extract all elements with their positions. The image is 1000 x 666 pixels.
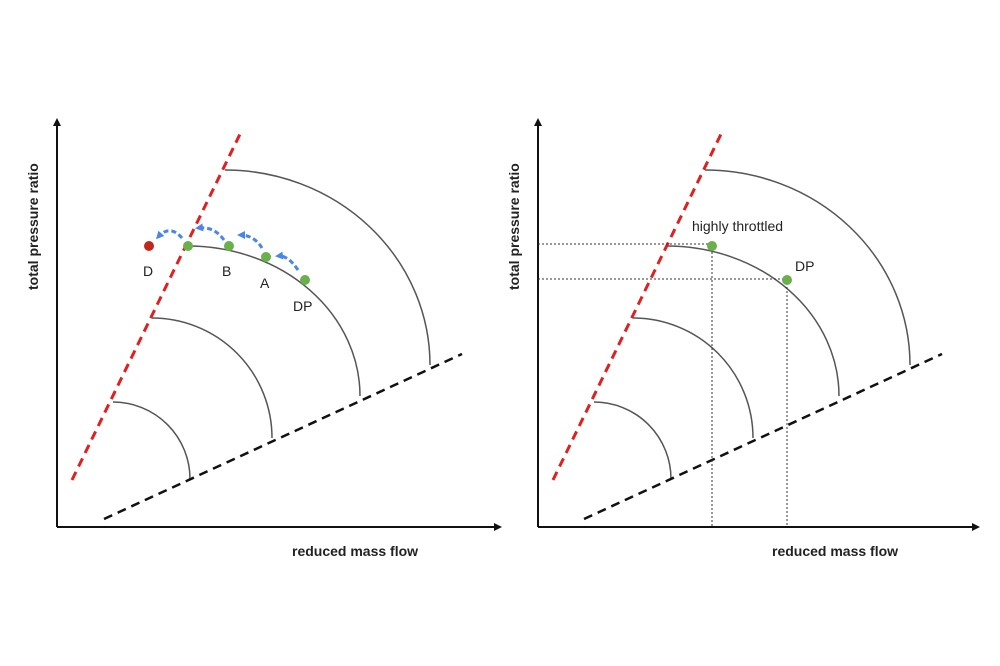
right-label-highly-throttled: highly throttled <box>692 218 783 234</box>
left-surge-line <box>70 129 244 481</box>
right-point-highly-throttled <box>707 241 717 251</box>
left-arrow-surge-to-d <box>155 229 184 240</box>
left-point-surge-intersection <box>183 241 193 251</box>
left-point-d <box>144 241 154 251</box>
left-label-a: A <box>260 275 270 291</box>
left-label-dp: DP <box>293 298 312 314</box>
left-arrow-b-to-surge <box>195 223 226 241</box>
left-label-b: B <box>222 263 231 279</box>
right-speed-line-1 <box>593 401 672 480</box>
left-point-a <box>261 252 271 262</box>
left-panel: D B A DP reduced mass flow total pressur… <box>25 118 502 559</box>
left-label-d: D <box>143 263 153 279</box>
left-y-axis-label: total pressure ratio <box>25 163 41 290</box>
left-arrow-dp-to-a <box>275 251 300 271</box>
right-panel: highly throttled DP reduced mass flow to… <box>506 118 980 559</box>
right-point-dp <box>782 275 792 285</box>
right-speed-line-3 <box>666 245 840 397</box>
left-speed-line-3 <box>187 245 361 397</box>
right-choke-line <box>583 352 943 521</box>
left-point-dp <box>300 275 310 285</box>
right-surge-line <box>551 129 725 481</box>
left-speed-line-2 <box>151 317 273 439</box>
left-arrow-a-to-b <box>237 231 264 249</box>
left-speed-line-1 <box>112 401 191 480</box>
left-x-axis-label: reduced mass flow <box>292 543 418 559</box>
left-choke-line <box>103 352 463 521</box>
left-speed-line-4 <box>224 169 431 366</box>
right-speed-line-4 <box>704 169 911 366</box>
right-y-axis-label: total pressure ratio <box>506 163 522 290</box>
right-label-dp: DP <box>795 258 814 274</box>
right-x-axis-label: reduced mass flow <box>772 543 898 559</box>
left-point-b <box>224 241 234 251</box>
right-speed-line-2 <box>632 317 754 439</box>
